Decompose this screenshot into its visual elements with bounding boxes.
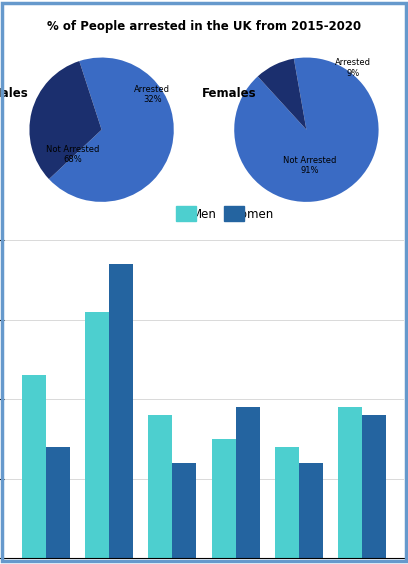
FancyBboxPatch shape <box>224 206 244 221</box>
Bar <box>362 415 386 558</box>
Bar <box>46 447 70 558</box>
Bar <box>149 415 173 558</box>
Wedge shape <box>258 59 306 130</box>
Text: Not Arrested
68%: Not Arrested 68% <box>46 145 100 164</box>
Wedge shape <box>29 61 102 179</box>
Bar <box>22 375 46 558</box>
Text: Men: Men <box>192 208 216 221</box>
Text: Females: Females <box>202 87 256 100</box>
Bar <box>212 439 235 558</box>
Text: Arrested
32%: Arrested 32% <box>134 85 170 104</box>
Text: Not Arrested
91%: Not Arrested 91% <box>283 156 337 175</box>
Bar <box>109 264 133 558</box>
Bar <box>85 311 109 558</box>
Bar <box>275 447 299 558</box>
Wedge shape <box>49 58 174 202</box>
Text: Arrested
9%: Arrested 9% <box>335 58 371 78</box>
Bar <box>338 407 362 558</box>
Text: Males: Males <box>0 87 29 100</box>
Bar <box>299 463 323 558</box>
Text: % of People arrested in the UK from 2015-2020: % of People arrested in the UK from 2015… <box>47 20 361 33</box>
Wedge shape <box>234 58 379 202</box>
Bar <box>235 407 259 558</box>
FancyBboxPatch shape <box>176 206 196 221</box>
Text: Women: Women <box>230 208 274 221</box>
Bar <box>173 463 196 558</box>
